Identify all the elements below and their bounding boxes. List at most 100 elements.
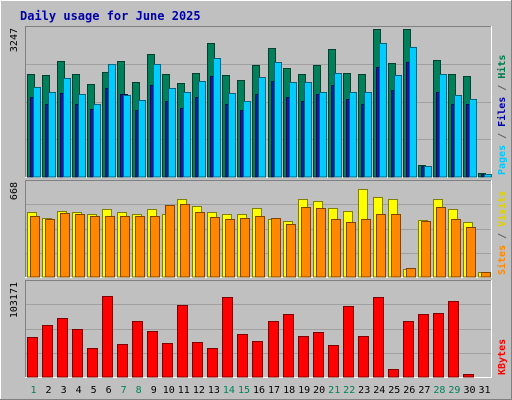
bar-pages-day-4: [78, 94, 86, 178]
day-label-12: 12: [193, 385, 205, 396]
legend-bot: KBytes: [497, 339, 508, 375]
bar-sites-day-16: [255, 216, 265, 278]
bar-pages-day-10: [168, 88, 176, 178]
bar-kbytes-day-5: [87, 348, 98, 378]
bar-kbytes-day-3: [57, 318, 68, 378]
bar-kbytes-day-21: [328, 345, 339, 378]
bar-sites-day-31: [481, 272, 491, 278]
bar-kbytes-day-1: [27, 337, 38, 378]
bar-sites-day-17: [271, 218, 281, 278]
bar-pages-day-22: [349, 92, 357, 178]
day-label-2: 2: [45, 385, 51, 396]
bar-pages-day-6: [108, 64, 116, 178]
day-label-31: 31: [478, 385, 490, 396]
bar-sites-day-2: [45, 219, 55, 278]
chart-title: Daily usage for June 2025: [20, 9, 201, 23]
bar-kbytes-day-2: [42, 325, 53, 378]
day-label-9: 9: [151, 385, 157, 396]
legend-part-top-2: Files: [496, 97, 508, 127]
bar-sites-day-3: [60, 213, 70, 278]
day-label-21: 21: [328, 385, 340, 396]
bar-pages-day-21: [334, 73, 342, 178]
bar-pages-day-26: [409, 47, 417, 178]
day-label-22: 22: [343, 385, 355, 396]
bar-kbytes-day-9: [147, 331, 158, 378]
bar-sites-day-9: [150, 216, 160, 278]
legend-part-mid-2: Visits: [496, 191, 508, 227]
bar-kbytes-day-20: [313, 332, 324, 378]
bar-kbytes-day-11: [177, 305, 188, 378]
day-label-1: 1: [30, 385, 36, 396]
bar-sites-day-8: [135, 216, 145, 278]
bar-sites-day-26: [406, 268, 416, 278]
panel-top: 3247 Pages / Files / Hits: [9, 26, 508, 178]
bar-pages-day-5: [93, 104, 101, 178]
bar-pages-day-30: [469, 99, 477, 178]
legend-part-bot-0: KBytes: [497, 339, 508, 375]
bar-sites-day-27: [421, 221, 431, 278]
bar-pages-day-3: [63, 78, 71, 178]
bar-pages-day-12: [198, 81, 206, 178]
day-label-6: 6: [106, 385, 112, 396]
legend-part-top-3: /: [497, 79, 508, 97]
bar-pages-day-8: [138, 100, 146, 178]
bar-pages-day-2: [48, 92, 56, 178]
bar-kbytes-day-13: [207, 348, 218, 378]
legend-top: Pages / Files / Hits: [496, 55, 508, 175]
bar-pages-day-14: [228, 93, 236, 178]
bar-sites-day-1: [30, 216, 40, 278]
bar-pages-day-31: [484, 174, 492, 178]
legend-part-top-4: Hits: [496, 55, 508, 79]
legend-part-top-0: Pages: [497, 145, 508, 175]
day-label-26: 26: [403, 385, 415, 396]
bar-sites-day-20: [316, 208, 326, 278]
day-label-27: 27: [418, 385, 430, 396]
panel-mid: 668 Sites / Visits: [9, 180, 508, 278]
bar-pages-day-19: [304, 82, 312, 178]
bar-kbytes-day-7: [117, 344, 128, 378]
day-label-17: 17: [268, 385, 280, 396]
day-label-20: 20: [313, 385, 325, 396]
bar-sites-day-13: [210, 217, 220, 278]
bar-sites-day-4: [75, 214, 85, 278]
bar-pages-day-13: [213, 58, 221, 178]
day-label-13: 13: [208, 385, 220, 396]
day-label-14: 14: [223, 385, 235, 396]
bar-pages-day-11: [183, 92, 191, 178]
bar-kbytes-day-22: [343, 306, 354, 378]
bar-sites-day-24: [376, 214, 386, 278]
bar-sites-day-7: [120, 216, 130, 278]
bar-sites-day-21: [331, 219, 341, 278]
bar-pages-day-18: [289, 82, 297, 178]
day-label-23: 23: [358, 385, 370, 396]
day-label-8: 8: [136, 385, 142, 396]
bar-kbytes-day-12: [192, 342, 203, 378]
bar-kbytes-day-26: [403, 321, 414, 378]
bar-kbytes-day-25: [388, 369, 399, 378]
x-axis-day-labels: 1 2 3 4 5 6 7 8 9 10 11 12 13 14 15 16 17 18 19 20 21 22 23 24 2…: [30, 385, 490, 396]
day-label-28: 28: [433, 385, 445, 396]
bar-kbytes-day-27: [418, 314, 429, 378]
legend-part-top-1: /: [497, 127, 508, 145]
bar-kbytes-day-23: [358, 336, 369, 378]
bar-sites-day-18: [286, 224, 296, 278]
bar-pages-day-24: [379, 43, 387, 178]
legend-part-mid-1: /: [497, 227, 508, 245]
bar-pages-day-9: [153, 64, 161, 178]
bar-sites-day-28: [436, 207, 446, 278]
bar-kbytes-day-17: [268, 321, 279, 378]
bar-sites-day-11: [180, 204, 190, 278]
day-label-24: 24: [373, 385, 385, 396]
bar-pages-day-20: [319, 92, 327, 178]
bar-sites-day-12: [195, 212, 205, 278]
bar-pages-day-16: [258, 77, 266, 178]
day-label-5: 5: [91, 385, 97, 396]
bar-pages-day-7: [123, 95, 131, 178]
bar-kbytes-day-8: [132, 321, 143, 378]
day-label-29: 29: [448, 385, 460, 396]
bar-sites-day-25: [391, 214, 401, 278]
day-label-16: 16: [253, 385, 265, 396]
bar-kbytes-day-19: [298, 336, 309, 378]
bar-pages-day-29: [454, 95, 462, 178]
